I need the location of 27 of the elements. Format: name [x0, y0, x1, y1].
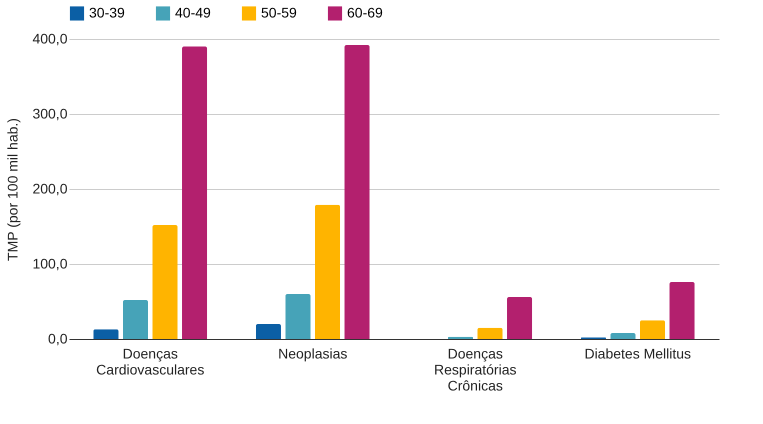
y-axis-title: TMP (por 100 mil hab.) [4, 118, 20, 261]
y-tick-label: 400,0 [32, 30, 68, 46]
bar [610, 333, 636, 339]
y-tick-label: 200,0 [32, 180, 68, 196]
x-tick-label: Neoplasias [278, 346, 348, 362]
bar [477, 328, 503, 339]
x-tick-label: Diabetes Mellitus [584, 346, 692, 362]
y-tick-label: 0,0 [48, 330, 68, 346]
bar [122, 300, 148, 339]
legend-label: 40-49 [175, 4, 212, 20]
legend-label: 60-69 [347, 4, 384, 20]
bar [93, 329, 118, 339]
bar [256, 324, 281, 339]
x-tick-label: Doenças Respiratórias Crônicas [434, 346, 516, 394]
bar [640, 320, 666, 339]
bar [507, 297, 532, 339]
bar [670, 282, 695, 339]
bar [314, 204, 340, 339]
bar [152, 225, 178, 339]
legend-label: 50-59 [261, 4, 298, 20]
bar [182, 46, 208, 339]
y-tick-label: 100,0 [32, 256, 68, 272]
y-tick-label: 300,0 [32, 106, 68, 122]
legend-label: 30-39 [89, 4, 126, 20]
bar [344, 45, 370, 339]
bar [285, 294, 311, 339]
x-tick-label: Doenças Cardiovasculares [96, 346, 204, 378]
